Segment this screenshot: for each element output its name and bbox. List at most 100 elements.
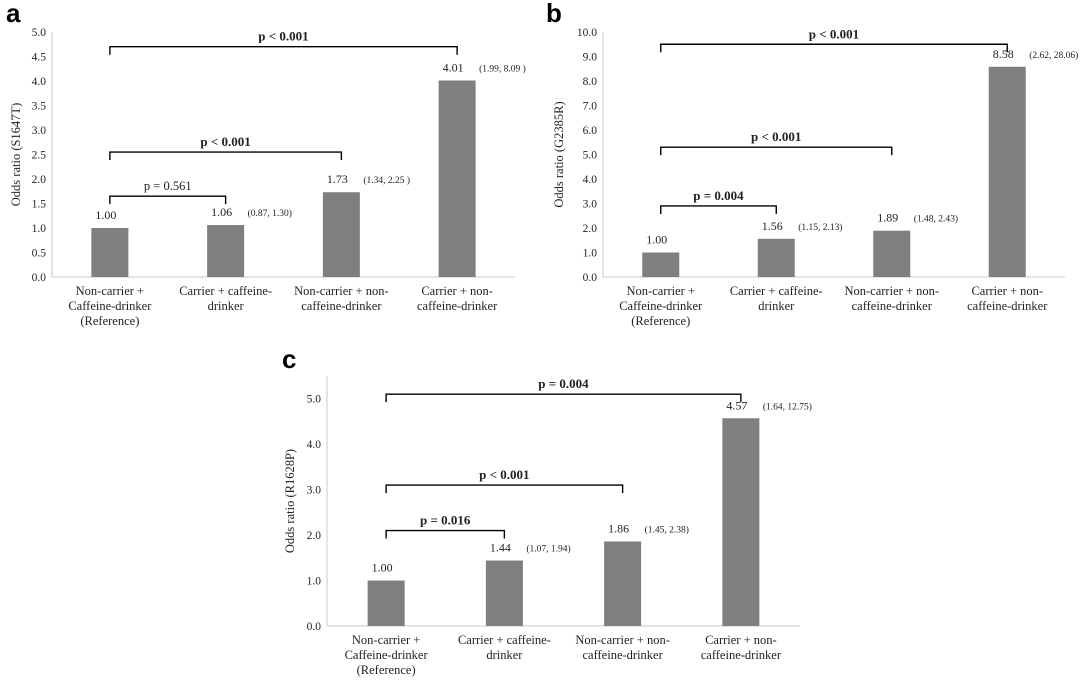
bar [873,230,911,277]
bar [642,252,680,277]
significance-bracket [660,146,893,156]
y-axis-label: Odds ratio (G2385R) [552,101,566,207]
y-tick-label: 2.0 [307,530,322,542]
y-tick-label: 4.0 [583,174,598,186]
bar-value-label: 1.56 [762,219,783,233]
bar-ci-label: (1.99, 8.09 ) [479,64,526,75]
bar-ci-label: (2.62, 28.06) [1029,50,1078,61]
bar-value-label: 1.00 [95,208,116,222]
p-value-label: p = 0.016 [420,513,471,528]
bar-ci-label: (1.34, 2.25 ) [363,175,410,186]
significance-bracket [660,43,1008,53]
y-tick-label: 5.0 [32,27,47,39]
y-tick-label: 1.0 [32,223,47,235]
x-category-label: Carrier + non-caffeine-drinker [701,633,782,662]
x-category-label: Non-carrier + Caffeine-drinker (Reference) [619,284,703,328]
bar [722,418,760,626]
significance-bracket [385,393,742,403]
y-tick-label: 0.0 [307,621,322,633]
y-tick-label: 3.0 [583,199,598,211]
p-value-label: p = 0.004 [693,188,744,203]
y-tick-label: 6.0 [583,125,598,137]
x-category-label: Carrier + caffeine-drinker [730,284,823,313]
x-category-label: Non-carrier + non-caffeine-drinker [844,284,939,313]
bar-value-label: 1.00 [372,561,393,575]
bar [207,225,245,277]
bar-value-label: 1.86 [608,521,629,535]
y-tick-label: 8.0 [583,76,598,88]
bar-ci-label: (1.15, 2.13) [798,222,842,233]
y-tick-label: 10.0 [577,27,597,39]
x-category-label: Carrier + non-caffeine-drinker [417,284,498,313]
significance-bracket [385,484,624,494]
bar [988,66,1026,277]
bar-value-label: 1.89 [877,211,898,225]
y-tick-label: 0.0 [32,272,47,284]
panel-letter-a: a [6,0,21,28]
y-axis-label: Odds ratio (R1628P) [283,449,297,553]
x-category-label: Non-carrier + non-caffeine-drinker [575,633,670,662]
y-tick-label: 2.5 [32,150,47,162]
panel-letter-c: c [282,344,296,374]
y-tick-label: 4.0 [32,76,47,88]
p-value-label: p < 0.001 [258,29,308,44]
x-category-label: Carrier + caffeine-drinker [179,284,272,313]
p-value-label: p = 0.561 [144,179,192,193]
y-tick-label: 7.0 [583,101,598,113]
x-category-label: Non-carrier + Caffeine-drinker (Reference) [345,633,429,677]
y-tick-label: 1.0 [307,576,322,588]
y-tick-label: 4.5 [32,52,47,64]
bar-ci-label: (1.45, 2.38) [645,524,689,535]
bar [757,238,795,277]
bar-ci-label: (1.07, 1.94) [526,544,570,555]
chart-panel-a: 0.0 0.5 1.0 1.5 2.0 2.5 3.0 3.5 4.0 4.5 5.0 Odds ra… [9,27,526,328]
y-tick-label: 0.5 [32,248,47,260]
y-tick-label: 3.0 [307,485,322,497]
x-category-label: Carrier + caffeine-drinker [458,633,551,662]
p-value-label: p < 0.001 [479,467,529,482]
x-category-label: Non-carrier + Caffeine-drinker (Reference) [68,284,152,328]
y-axis-label: Odds ratio (S1647T) [9,103,23,206]
y-tick-label: 3.5 [32,101,47,113]
bar-value-label: 1.44 [490,541,511,555]
bar-value-label: 1.73 [327,172,348,186]
bar-value-label: 4.57 [726,398,747,412]
bar [322,192,360,277]
bar [367,580,405,626]
bar [604,541,642,626]
y-tick-label: 5.0 [307,394,322,406]
bar [438,80,476,277]
x-category-label: Non-carrier + non-caffeine-drinker [294,284,389,313]
y-tick-label: 1.0 [583,248,598,260]
bar [485,560,523,626]
bar-ci-label: (1.64, 12.75) [763,401,812,412]
x-category-label: Carrier + non-caffeine-drinker [967,284,1048,313]
bar-value-label: 8.58 [993,47,1014,61]
p-value-label: p = 0.004 [538,376,589,391]
bar-value-label: 1.00 [646,233,667,247]
y-tick-label: 9.0 [583,52,598,64]
y-tick-label: 0.0 [583,272,598,284]
p-value-label: p < 0.001 [809,26,859,41]
y-tick-label: 5.0 [583,150,598,162]
chart-panel-b: 0.0 1.0 2.0 3.0 4.0 5.0 6.0 7.0 8.0 9.0 10.0 Odds r… [552,26,1078,328]
y-tick-label: 2.0 [32,174,47,186]
bar [91,228,129,277]
y-tick-label: 2.0 [583,223,598,235]
significance-bracket [109,46,458,55]
bar-ci-label: (0.87, 1.30) [248,208,292,219]
bar-ci-label: (1.48, 2.43) [914,214,958,225]
y-tick-label: 4.0 [307,439,322,451]
bar-value-label: 1.06 [211,205,232,219]
y-tick-label: 3.0 [32,125,47,137]
significance-bracket [109,151,343,161]
significance-bracket [660,205,777,214]
significance-bracket [385,529,506,539]
bar-value-label: 4.01 [443,61,464,75]
y-tick-label: 1.5 [32,199,47,211]
chart-panel-c: 0.0 1.0 2.0 3.0 4.0 5.0 Odds ratio (R1628P) 1.0… [283,376,812,677]
p-value-label: p < 0.001 [751,129,801,144]
significance-bracket [109,195,227,205]
